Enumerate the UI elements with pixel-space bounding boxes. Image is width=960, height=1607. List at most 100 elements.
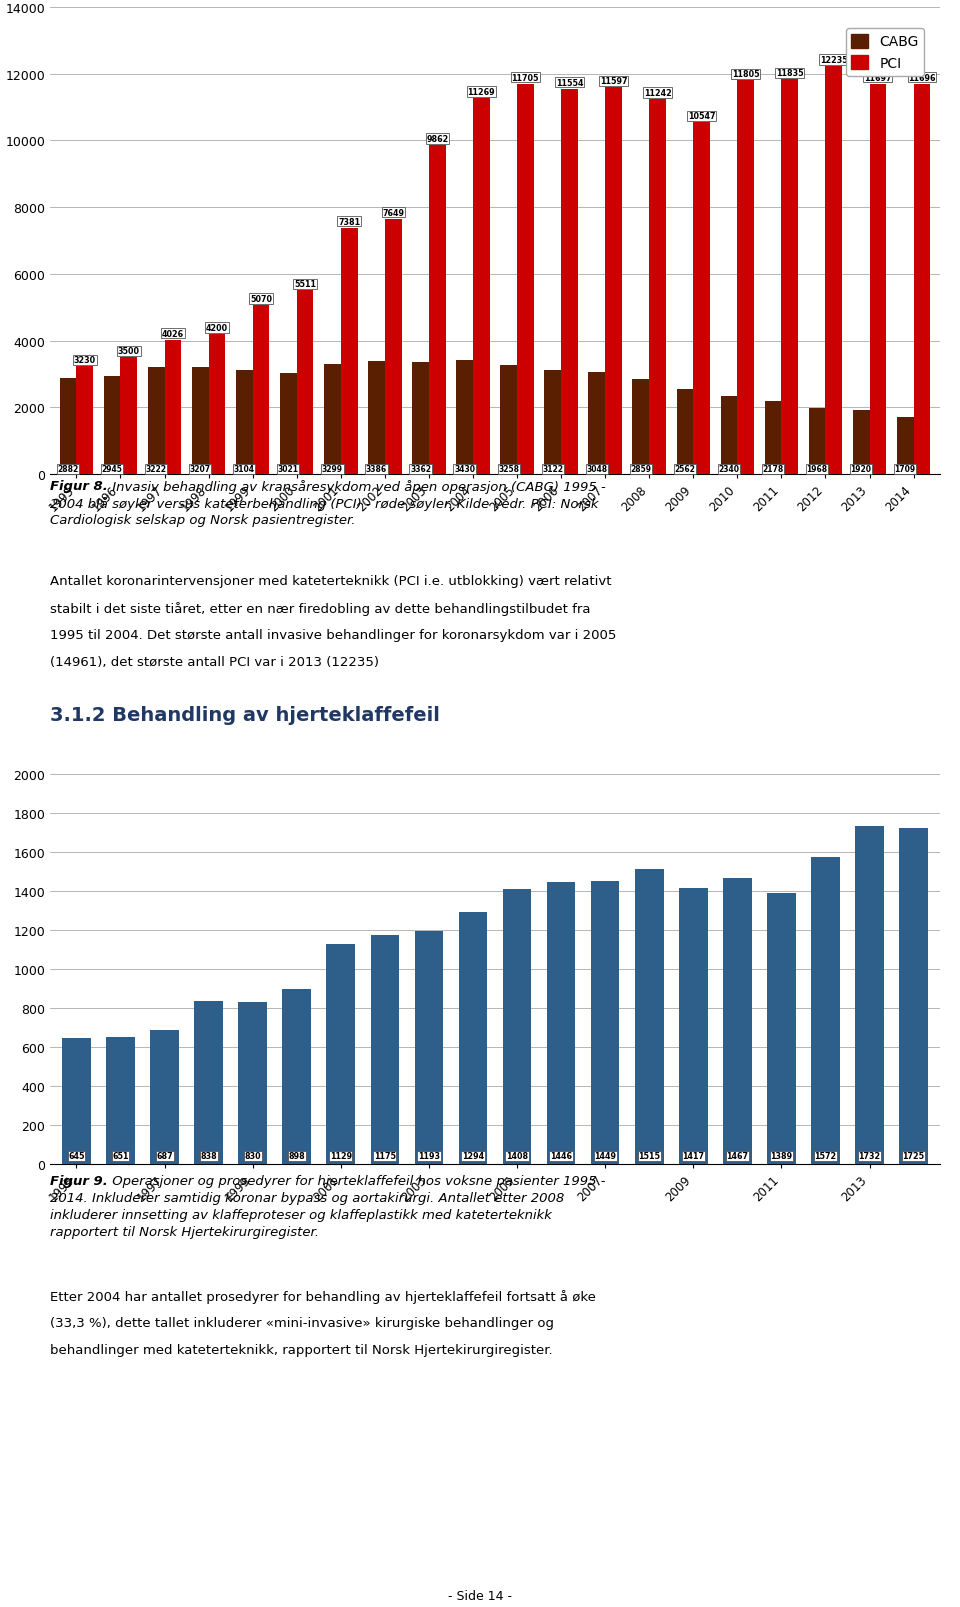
Text: 1732: 1732 (858, 1152, 880, 1160)
Bar (737, 82, 754, 474)
Text: 3122: 3122 (542, 464, 564, 474)
Bar (855, 826, 884, 1165)
Bar (767, 893, 796, 1165)
Text: 12235: 12235 (820, 56, 848, 64)
Text: 2562: 2562 (675, 464, 695, 474)
Bar (649, 100, 666, 474)
Text: 687: 687 (156, 1152, 173, 1160)
Bar (897, 418, 914, 474)
Text: (14961), det største antall PCI var i 2013 (12235): (14961), det største antall PCI var i 20… (50, 656, 379, 669)
Text: Cardiologisk selskap og Norsk pasientregister.: Cardiologisk selskap og Norsk pasientreg… (50, 514, 355, 527)
Text: 1920: 1920 (851, 464, 872, 474)
Text: 2340: 2340 (718, 464, 739, 474)
Bar (679, 889, 708, 1165)
Bar (561, 90, 578, 474)
Bar (148, 368, 164, 474)
Text: 3048: 3048 (587, 464, 608, 474)
Text: 11242: 11242 (644, 88, 671, 98)
Bar (341, 228, 357, 474)
Bar (826, 67, 842, 474)
Text: 2882: 2882 (58, 464, 79, 474)
Bar (765, 402, 781, 474)
Text: 3430: 3430 (454, 464, 475, 474)
Bar (500, 366, 517, 474)
Text: 2945: 2945 (102, 464, 123, 474)
Bar (503, 890, 531, 1165)
Text: 898: 898 (288, 1152, 305, 1160)
Bar (677, 389, 693, 474)
Text: 4200: 4200 (206, 323, 228, 333)
Text: 1709: 1709 (895, 464, 916, 474)
Bar (781, 80, 798, 474)
Bar (150, 1030, 179, 1165)
Text: 11696: 11696 (908, 74, 936, 84)
Bar (194, 1001, 223, 1165)
Text: 1389: 1389 (770, 1152, 792, 1160)
Text: 3362: 3362 (410, 464, 431, 474)
Text: 1446: 1446 (550, 1152, 572, 1160)
Text: 3258: 3258 (498, 464, 519, 474)
Text: 2014. Inkluderer samtidig koronar bypass og aortakirurgi. Antallet etter 2008: 2014. Inkluderer samtidig koronar bypass… (50, 1191, 564, 1204)
Text: 3230: 3230 (74, 357, 96, 365)
Bar (808, 410, 826, 474)
Text: 3500: 3500 (118, 347, 140, 357)
Bar (326, 945, 355, 1165)
Bar (282, 990, 311, 1165)
Bar (280, 374, 297, 474)
Bar (371, 935, 399, 1165)
Text: inkluderer innsetting av klaffeproteser og klaffeplastikk med kateterteknikk: inkluderer innsetting av klaffeproteser … (50, 1208, 552, 1221)
Bar (605, 88, 622, 474)
Bar (368, 362, 385, 474)
Text: (33,3 %), dette tallet inkluderer «mini-invasive» kirurgiske behandlinger og: (33,3 %), dette tallet inkluderer «mini-… (50, 1316, 554, 1329)
Bar (107, 1038, 134, 1165)
Text: 1968: 1968 (806, 464, 828, 474)
Text: 3021: 3021 (277, 464, 299, 474)
Text: 1572: 1572 (814, 1152, 836, 1160)
Bar (547, 882, 575, 1165)
Text: Figur 9.: Figur 9. (50, 1175, 108, 1188)
Text: 3299: 3299 (322, 464, 343, 474)
Bar (517, 85, 534, 474)
Bar (164, 341, 181, 474)
Bar (900, 828, 928, 1165)
Text: 3386: 3386 (366, 464, 387, 474)
Text: 2859: 2859 (631, 464, 651, 474)
Text: stabilt i det siste tiåret, etter en nær firedobling av dette behandlingstilbude: stabilt i det siste tiåret, etter en nær… (50, 601, 590, 615)
Bar (811, 858, 840, 1165)
Text: 3207: 3207 (190, 464, 211, 474)
Bar (693, 124, 710, 474)
Bar (77, 366, 93, 474)
Text: 1129: 1129 (329, 1152, 352, 1160)
Bar (459, 913, 488, 1165)
Text: 11835: 11835 (776, 69, 804, 79)
Text: Antallet koronarintervensjoner med kateterteknikk (PCI i.e. utblokking) vært rel: Antallet koronarintervensjoner med katet… (50, 575, 612, 588)
Text: 1995 til 2004. Det største antall invasive behandlinger for koronarsykdom var i : 1995 til 2004. Det største antall invasi… (50, 628, 616, 641)
Text: 11805: 11805 (732, 71, 759, 79)
Bar (544, 371, 561, 474)
Text: 10547: 10547 (688, 112, 715, 121)
Text: - Side 14 -: - Side 14 - (448, 1589, 512, 1602)
Bar (721, 397, 737, 474)
Text: 3104: 3104 (234, 464, 254, 474)
Text: 11269: 11269 (468, 88, 495, 96)
Bar (870, 85, 886, 474)
Text: 1449: 1449 (594, 1152, 616, 1160)
Bar (415, 932, 444, 1165)
Text: 1193: 1193 (418, 1152, 440, 1160)
Bar (236, 371, 252, 474)
Text: behandlinger med kateterteknikk, rapportert til Norsk Hjertekirurgiregister.: behandlinger med kateterteknikk, rapport… (50, 1343, 553, 1356)
Text: 2004 blå søyler versus kateterbehandling (PCI) - røde søyler. Kilde vedr. PCI: N: 2004 blå søyler versus kateterbehandling… (50, 497, 598, 511)
Text: 5070: 5070 (250, 294, 272, 304)
Bar (635, 869, 663, 1165)
Bar (208, 334, 226, 474)
Text: 1515: 1515 (638, 1152, 660, 1160)
Text: 3.1.2 Behandling av hjerteklaffefeil: 3.1.2 Behandling av hjerteklaffefeil (50, 705, 440, 725)
Text: 4026: 4026 (162, 329, 184, 339)
Text: 830: 830 (245, 1152, 261, 1160)
Text: 9862: 9862 (426, 135, 448, 145)
Text: 11705: 11705 (512, 74, 540, 82)
Bar (238, 1003, 267, 1165)
Text: rapportert til Norsk Hjertekirurgiregister.: rapportert til Norsk Hjertekirurgiregist… (50, 1225, 319, 1239)
Text: 838: 838 (201, 1152, 217, 1160)
Text: 11554: 11554 (556, 79, 584, 87)
